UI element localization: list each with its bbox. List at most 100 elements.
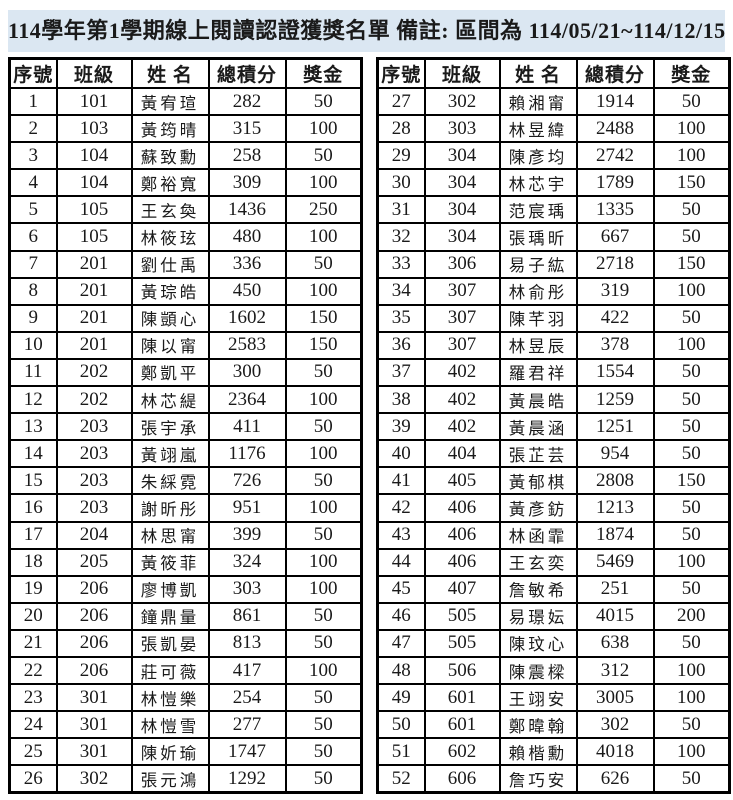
table-row: 37 402 羅君祥 1554 50	[376, 357, 731, 388]
class-cell: 203	[55, 493, 133, 523]
prize-cell: 100	[652, 737, 731, 767]
class-cell: 601	[423, 683, 501, 713]
name-cell: 黃彥鈁	[498, 493, 578, 523]
score-cell: 2583	[207, 330, 287, 360]
class-cell: 407	[423, 574, 501, 604]
prize-cell: 50	[284, 601, 363, 631]
prize-cell: 100	[284, 114, 363, 144]
class-cell: 104	[55, 141, 133, 171]
table-row: 5 105 王玄奐 1436 250	[8, 195, 363, 225]
name-cell: 陳妡瑜	[130, 737, 210, 767]
prize-cell: 50	[652, 520, 731, 550]
score-cell: 2808	[575, 466, 655, 496]
prize-cell: 50	[284, 86, 363, 117]
score-cell: 626	[575, 764, 655, 794]
seq-cell: 4	[8, 168, 58, 198]
prize-cell: 100	[284, 574, 363, 604]
table-row: 36 307 林昱辰 378 100	[376, 330, 731, 360]
seq-cell: 2	[8, 114, 58, 144]
table-row: 46 505 易璟妘 4015 200	[376, 601, 731, 631]
seq-cell: 48	[376, 655, 426, 686]
seq-cell: 47	[376, 628, 426, 658]
score-cell: 399	[207, 520, 287, 550]
seq-cell: 15	[8, 466, 58, 496]
seq-cell: 5	[8, 195, 58, 225]
column-header: 獎金	[284, 57, 363, 89]
score-cell: 1251	[575, 412, 655, 442]
table-row: 41 405 黃郁棋 2808 150	[376, 466, 731, 496]
column-header: 班級	[55, 57, 133, 89]
name-cell: 黃翊嵐	[130, 439, 210, 469]
class-cell: 406	[423, 547, 501, 577]
prize-cell: 50	[652, 574, 731, 604]
class-cell: 205	[55, 547, 133, 577]
name-cell: 林芯緹	[130, 385, 210, 415]
name-cell: 詹敏希	[498, 574, 578, 604]
score-cell: 309	[207, 168, 287, 198]
seq-cell: 16	[8, 493, 58, 523]
column-header: 序號	[376, 57, 426, 89]
name-cell: 鄭暐翰	[498, 710, 578, 740]
score-cell: 1292	[207, 764, 287, 794]
prize-cell: 50	[652, 764, 731, 794]
class-cell: 405	[423, 466, 501, 496]
seq-cell: 36	[376, 330, 426, 360]
name-cell: 陳以甯	[130, 330, 210, 360]
table-row: 26 302 張元鴻 1292 50	[8, 764, 363, 794]
seq-cell: 25	[8, 737, 58, 767]
score-cell: 251	[575, 574, 655, 604]
class-cell: 306	[423, 249, 501, 279]
class-cell: 203	[55, 439, 133, 469]
prize-cell: 100	[652, 683, 731, 713]
score-cell: 450	[207, 276, 287, 306]
seq-cell: 27	[376, 86, 426, 117]
name-cell: 黃筠晴	[130, 114, 210, 144]
prize-cell: 50	[652, 357, 731, 388]
header-row: 序號 班級姓 名總積分 獎金	[376, 57, 731, 89]
class-cell: 303	[423, 114, 501, 144]
prize-cell: 200	[652, 601, 731, 631]
score-cell: 951	[207, 493, 287, 523]
class-cell: 304	[423, 222, 501, 252]
name-cell: 張宇承	[130, 412, 210, 442]
class-cell: 206	[55, 628, 133, 658]
prize-cell: 50	[652, 385, 731, 415]
prize-cell: 150	[652, 249, 731, 279]
seq-cell: 40	[376, 439, 426, 469]
name-cell: 張瑀昕	[498, 222, 578, 252]
table-row: 45 407 詹敏希 251 50	[376, 574, 731, 604]
column-header: 總積分	[575, 57, 655, 89]
table-header-left: 序號 班級姓 名總積分 獎金	[8, 57, 363, 89]
prize-cell: 50	[284, 357, 363, 388]
name-cell: 范宸瑀	[498, 195, 578, 225]
table-header-right: 序號 班級姓 名總積分 獎金	[376, 57, 731, 89]
name-cell: 林俞彤	[498, 276, 578, 306]
score-cell: 1914	[575, 86, 655, 117]
score-cell: 813	[207, 628, 287, 658]
seq-cell: 18	[8, 547, 58, 577]
name-cell: 黃宥瑄	[130, 86, 210, 117]
name-cell: 謝昕彤	[130, 493, 210, 523]
score-cell: 5469	[575, 547, 655, 577]
name-cell: 王玄奕	[498, 547, 578, 577]
name-cell: 林愷樂	[130, 683, 210, 713]
seq-cell: 35	[376, 303, 426, 333]
name-cell: 張凱晏	[130, 628, 210, 658]
score-cell: 417	[207, 655, 287, 686]
table-row: 51 602 賴楷勳 4018 100	[376, 737, 731, 767]
name-cell: 陳震樑	[498, 655, 578, 686]
column-header: 姓 名	[498, 57, 578, 89]
seq-cell: 1	[8, 86, 58, 117]
prize-cell: 50	[284, 249, 363, 279]
class-cell: 304	[423, 168, 501, 198]
seq-cell: 37	[376, 357, 426, 388]
seq-cell: 44	[376, 547, 426, 577]
prize-cell: 100	[284, 168, 363, 198]
score-cell: 4015	[575, 601, 655, 631]
score-cell: 861	[207, 601, 287, 631]
table-row: 35 307 陳芊羽 422 50	[376, 303, 731, 333]
seq-cell: 20	[8, 601, 58, 631]
prize-cell: 50	[652, 303, 731, 333]
name-cell: 黃晨涵	[498, 412, 578, 442]
column-header: 總積分	[207, 57, 287, 89]
